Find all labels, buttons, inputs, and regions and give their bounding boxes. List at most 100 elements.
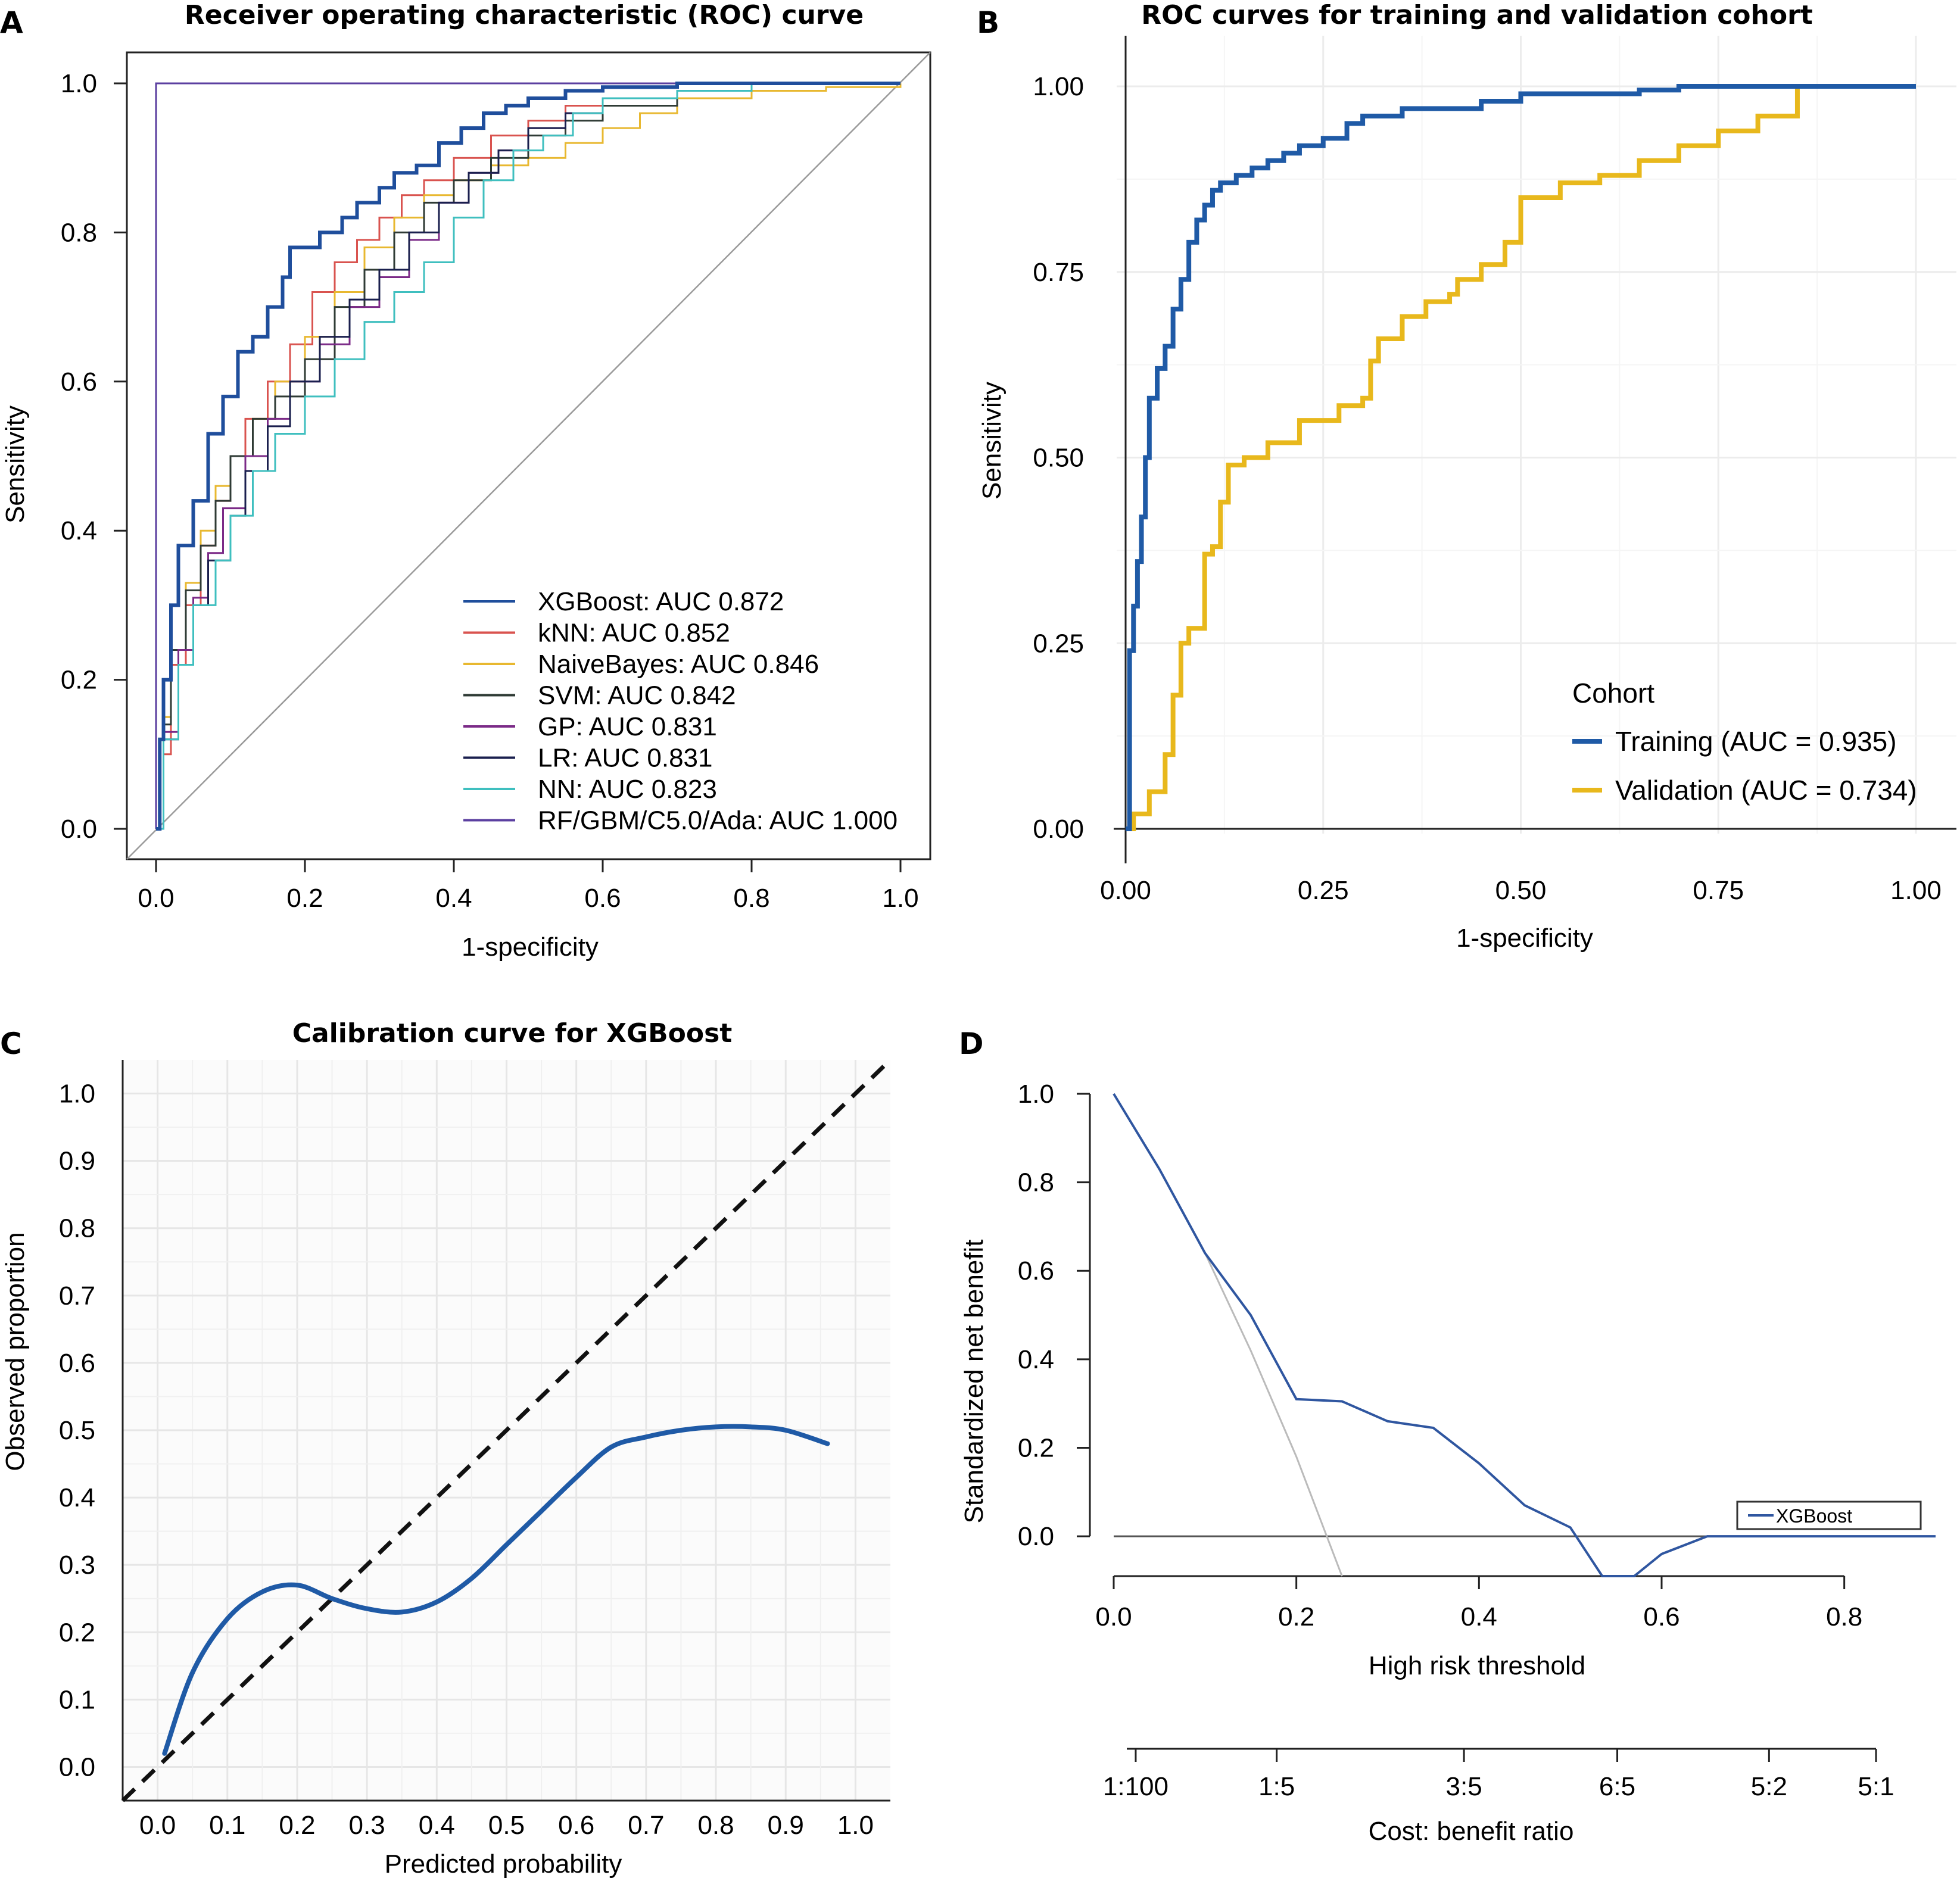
series-line-7	[155, 82, 900, 829]
panel-c-title: Calibration curve for XGBoost	[292, 1018, 733, 1049]
plot-frame	[126, 51, 931, 860]
x-tick-label: 0.1	[209, 1811, 245, 1840]
y-tick-label: 0.0	[61, 815, 97, 844]
y-tick-label: 0.75	[1033, 258, 1084, 287]
x-tick-label: 0.8	[733, 884, 769, 913]
y-tick-label: 0.3	[59, 1551, 95, 1580]
y-tick-label: 0.9	[59, 1147, 95, 1176]
x-tick-label: 0.9	[768, 1811, 804, 1840]
x-tick-label: 0.3	[349, 1811, 385, 1840]
legend-entry: Validation (AUC = 0.734)	[1615, 775, 1917, 806]
series-line-0	[1113, 1093, 1936, 1577]
y-tick-label: 0.2	[61, 666, 97, 695]
secondary-tick-label: 1:100	[1103, 1772, 1168, 1801]
panel-d-legend: XGBoost	[1736, 1500, 1922, 1530]
x-tick-label: 0.4	[419, 1811, 455, 1840]
panel-d: D 0.0 0.2 0.4 0.6 0.8 1.0 0.0 0.2 0.4 0.6 0.8 High…	[959, 1027, 1936, 1846]
x-tick-label: 0.0	[1095, 1602, 1132, 1631]
legend-entry: SVM: AUC 0.842	[538, 681, 736, 710]
y-tick-label: 0.00	[1033, 815, 1084, 844]
panel-a-plot: 0.0 0.2 0.4 0.6 0.8 1.0 0.0 0.2 0.4 0.6 0.8 1.0	[61, 51, 931, 913]
series-line-6	[156, 82, 900, 830]
x-tick-label: 1.0	[837, 1811, 874, 1840]
secondary-tick-label: 6:5	[1599, 1772, 1635, 1801]
panel-letter-a: A	[0, 5, 23, 40]
diagonal-reference-line	[121, 1058, 892, 1802]
calibration-curve	[162, 1424, 830, 1756]
panel-a-xlabel: 1-specificity	[462, 932, 599, 962]
y-tick-label: 0.4	[61, 516, 97, 545]
x-tick-label: 0.6	[584, 884, 621, 913]
x-tick-label: 0.2	[279, 1811, 315, 1840]
panel-b-plot: 0.00 0.25 0.50 0.75 1.00 0.00 0.25 0.50 0.75 1.00	[1033, 36, 1956, 905]
panel-d-secondary-label: Cost: benefit ratio	[1369, 1817, 1574, 1846]
x-tick-label: 0.6	[558, 1811, 594, 1840]
y-tick-label: 1.0	[1018, 1080, 1054, 1109]
legend-entry: NN: AUC 0.823	[538, 775, 717, 804]
y-tick-label: 0.6	[61, 367, 97, 397]
y-tick-label: 0.0	[59, 1752, 95, 1782]
x-tick-label: 0.6	[1643, 1602, 1679, 1631]
legend-entry: kNN: AUC 0.852	[538, 619, 730, 648]
panel-a-ylabel: Sensitivity	[1, 405, 30, 523]
x-tick-label: 0.8	[1826, 1602, 1862, 1631]
y-tick-label: 0.8	[1018, 1168, 1054, 1197]
series-line-1	[1113, 1093, 1343, 1577]
x-tick-label: 0.7	[628, 1811, 664, 1840]
panel-a: A Receiver operating characteristic (ROC…	[0, 0, 931, 962]
x-tick-label: 0.2	[286, 884, 323, 913]
y-tick-label: 0.2	[1018, 1433, 1054, 1462]
x-tick-label: 0.4	[1461, 1602, 1497, 1631]
panel-b-xlabel: 1-specificity	[1456, 924, 1593, 953]
panel-c: C Calibration curve for XGBoost 0.0 0.1 0.…	[0, 1018, 892, 1878]
panel-c-xlabel: Predicted probability	[385, 1849, 622, 1878]
legend-entry: LR: AUC 0.831	[538, 744, 713, 773]
x-tick-label: 0.5	[488, 1811, 525, 1840]
x-tick-label: 1.00	[1890, 876, 1942, 905]
series-line-0	[156, 82, 900, 831]
panel-letter-c: C	[0, 1027, 22, 1061]
y-tick-label: 0.25	[1033, 629, 1084, 658]
y-tick-label: 0.6	[1018, 1256, 1054, 1286]
x-tick-label: 0.00	[1100, 876, 1151, 905]
x-tick-label: 0.0	[139, 1811, 176, 1840]
x-tick-label: 1.0	[882, 884, 918, 913]
legend-title: Cohort	[1572, 678, 1654, 709]
diagonal-reference-line	[126, 52, 931, 860]
y-tick-label: 0.8	[59, 1214, 95, 1243]
panel-letter-d: D	[959, 1027, 984, 1061]
legend-entry: GP: AUC 0.831	[538, 712, 717, 741]
panel-b-ylabel: Sensitivity	[977, 382, 1007, 500]
x-tick-label: 0.75	[1693, 876, 1744, 905]
x-tick-label: 0.4	[435, 884, 472, 913]
series-line-1	[1126, 84, 1916, 831]
y-tick-label: 0.4	[59, 1483, 95, 1512]
secondary-tick-label: 3:5	[1446, 1772, 1482, 1801]
y-tick-label: 1.0	[61, 69, 97, 98]
panel-d-secondary-axis: 1:100 1:5 3:5 6:5 5:2 5:1	[1103, 1748, 1894, 1801]
legend-entry: XGBoost	[1776, 1505, 1852, 1527]
legend-entry: XGBoost: AUC 0.872	[538, 587, 784, 616]
y-tick-label: 0.2	[59, 1618, 95, 1647]
secondary-tick-label: 5:1	[1858, 1772, 1894, 1801]
y-tick-label: 0.50	[1033, 444, 1084, 473]
series-line-0	[1126, 84, 1916, 831]
x-tick-label: 0.50	[1495, 876, 1547, 905]
panel-b-legend: Cohort Training (AUC = 0.935) Validation (…	[1572, 678, 1917, 806]
y-tick-label: 0.4	[1018, 1345, 1054, 1374]
panel-d-xlabel: High risk threshold	[1369, 1651, 1585, 1680]
y-tick-label: 0.0	[1018, 1522, 1054, 1551]
x-tick-label: 0.2	[1278, 1602, 1314, 1631]
legend-entry: RF/GBM/C5.0/Ada: AUC 1.000	[538, 806, 898, 835]
y-tick-label: 1.0	[59, 1080, 95, 1109]
y-tick-label: 1.00	[1033, 72, 1084, 101]
legend-entry: Training (AUC = 0.935)	[1615, 726, 1897, 757]
y-tick-label: 0.7	[59, 1281, 95, 1311]
x-tick-label: 0.8	[697, 1811, 734, 1840]
x-tick-label: 0.0	[138, 884, 174, 913]
legend-entry: NaiveBayes: AUC 0.846	[538, 650, 819, 679]
secondary-tick-label: 5:2	[1751, 1772, 1787, 1801]
panel-letter-b: B	[977, 5, 999, 40]
secondary-tick-label: 1:5	[1258, 1772, 1295, 1801]
